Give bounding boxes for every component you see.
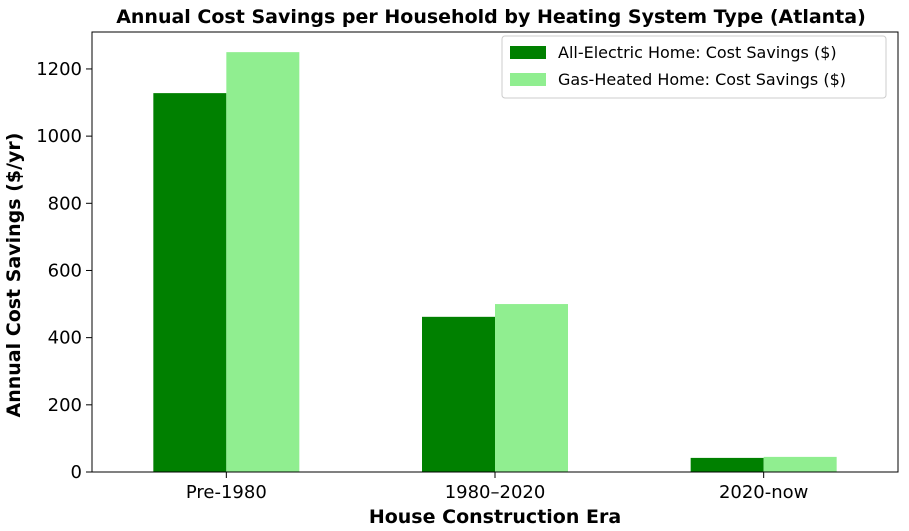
y-tick-label-0: 0	[71, 462, 82, 483]
y-tick-label-3: 600	[48, 260, 82, 281]
y-tick-label-6: 1200	[36, 59, 82, 80]
y-tick-label-2: 400	[48, 328, 82, 349]
y-tick-label-5: 1000	[36, 126, 82, 147]
legend: All-Electric Home: Cost Savings ($) Gas-…	[501, 35, 887, 99]
x-axis-label: House Construction Era	[369, 506, 621, 528]
bar-gas-heated-1	[495, 304, 568, 472]
x-tick-label-0: Pre-1980	[186, 482, 267, 503]
y-tick-label-4: 800	[48, 193, 82, 214]
bar-all-electric-1	[422, 316, 495, 472]
bar-gas-heated-0	[226, 52, 300, 472]
bar-all-electric-2	[690, 457, 764, 472]
legend-frame	[501, 35, 887, 99]
y-axis-label: Annual Cost Savings ($/yr)	[3, 133, 25, 418]
plot-area	[153, 52, 837, 473]
y-tick-label-1: 200	[48, 395, 82, 416]
legend-swatch-all-electric	[510, 46, 546, 59]
y-axis-ticks: 0 200 400 600 800 1000 1200	[36, 59, 92, 483]
legend-swatch-gas-heated	[510, 73, 546, 86]
bar-all-electric-0	[153, 93, 227, 473]
x-tick-label-1: 1980–2020	[445, 482, 546, 503]
x-axis-ticks: Pre-1980 1980–2020 2020-now	[186, 472, 808, 503]
chart-title: Annual Cost Savings per Household by Hea…	[116, 6, 866, 28]
legend-label-all-electric: All-Electric Home: Cost Savings ($)	[558, 43, 837, 62]
bar-gas-heated-2	[763, 456, 837, 472]
x-tick-label-2: 2020-now	[719, 482, 808, 503]
legend-label-gas-heated: Gas-Heated Home: Cost Savings ($)	[558, 70, 846, 89]
